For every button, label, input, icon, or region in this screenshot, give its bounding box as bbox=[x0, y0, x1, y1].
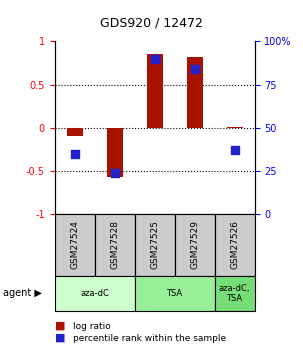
Text: GSM27524: GSM27524 bbox=[70, 220, 79, 269]
FancyBboxPatch shape bbox=[215, 276, 255, 310]
Text: TSA: TSA bbox=[166, 289, 183, 298]
FancyBboxPatch shape bbox=[55, 214, 95, 276]
Text: percentile rank within the sample: percentile rank within the sample bbox=[73, 334, 226, 343]
Bar bbox=[227, 127, 242, 128]
Text: GSM27529: GSM27529 bbox=[190, 220, 199, 269]
Text: ■: ■ bbox=[55, 333, 65, 343]
FancyBboxPatch shape bbox=[135, 214, 175, 276]
FancyBboxPatch shape bbox=[135, 276, 215, 310]
Bar bbox=[187, 57, 202, 128]
FancyBboxPatch shape bbox=[175, 214, 215, 276]
Text: GSM27526: GSM27526 bbox=[230, 220, 239, 269]
Text: GSM27528: GSM27528 bbox=[110, 220, 119, 269]
FancyBboxPatch shape bbox=[215, 214, 255, 276]
Text: agent ▶: agent ▶ bbox=[3, 288, 42, 298]
Point bbox=[112, 170, 117, 175]
FancyBboxPatch shape bbox=[95, 214, 135, 276]
Text: log ratio: log ratio bbox=[73, 322, 111, 331]
Point bbox=[192, 66, 197, 72]
Bar bbox=[147, 54, 162, 128]
Text: ■: ■ bbox=[55, 321, 65, 331]
Bar bbox=[107, 128, 122, 177]
Text: GDS920 / 12472: GDS920 / 12472 bbox=[100, 16, 203, 29]
FancyBboxPatch shape bbox=[55, 276, 135, 310]
Text: aza-dC,
TSA: aza-dC, TSA bbox=[219, 284, 250, 303]
Point bbox=[72, 151, 77, 156]
Point bbox=[232, 147, 237, 153]
Text: GSM27525: GSM27525 bbox=[150, 220, 159, 269]
Bar bbox=[67, 128, 82, 136]
Text: aza-dC: aza-dC bbox=[80, 289, 109, 298]
Point bbox=[152, 56, 157, 61]
